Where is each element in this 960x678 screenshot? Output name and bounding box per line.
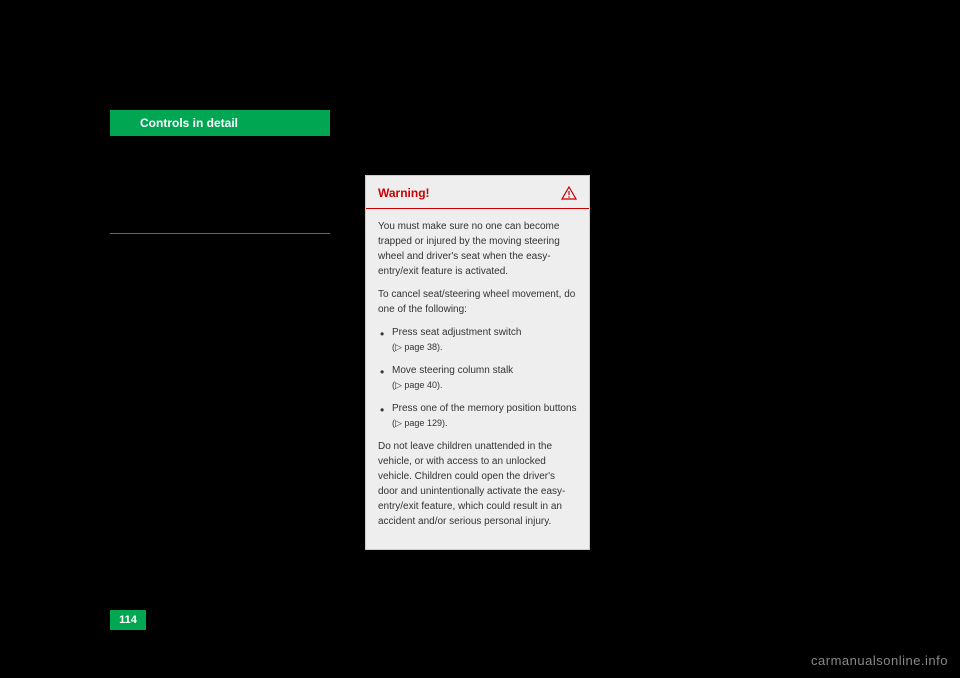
warning-list-item: Press one of the memory position buttons…: [378, 401, 577, 431]
list-item-text: Press one of the memory position buttons: [392, 403, 577, 414]
page-ref: (▷ page 38).: [392, 342, 442, 352]
section-title: Controls in detail: [140, 116, 238, 130]
page-number: 114: [110, 610, 146, 630]
page-ref: (▷ page 129).: [392, 418, 447, 428]
warning-title: Warning!: [378, 186, 430, 200]
warning-box: Warning! You must make sure no one can b…: [365, 175, 590, 550]
warning-list: Press seat adjustment switch (▷ page 38)…: [378, 325, 577, 431]
warning-text-1: You must make sure no one can become tra…: [378, 219, 577, 279]
warning-list-item: Move steering column stalk (▷ page 40).: [378, 363, 577, 393]
page-number-text: 114: [119, 614, 137, 626]
manual-page: Controls in detail Warning! You must mak…: [110, 70, 850, 630]
list-item-text: Move steering column stalk: [392, 365, 513, 376]
list-item-text: Press seat adjustment switch: [392, 327, 522, 338]
warning-list-item: Press seat adjustment switch (▷ page 38)…: [378, 325, 577, 355]
section-header: Controls in detail: [110, 110, 330, 136]
divider-line: [110, 233, 330, 234]
watermark: carmanualsonline.info: [811, 653, 948, 668]
warning-header: Warning!: [366, 176, 589, 209]
warning-text-2: To cancel seat/steering wheel movement, …: [378, 287, 577, 317]
warning-body: You must make sure no one can become tra…: [366, 209, 589, 549]
warning-triangle-icon: [561, 186, 577, 200]
warning-text-3: Do not leave children unattended in the …: [378, 439, 577, 529]
page-ref: (▷ page 40).: [392, 380, 442, 390]
